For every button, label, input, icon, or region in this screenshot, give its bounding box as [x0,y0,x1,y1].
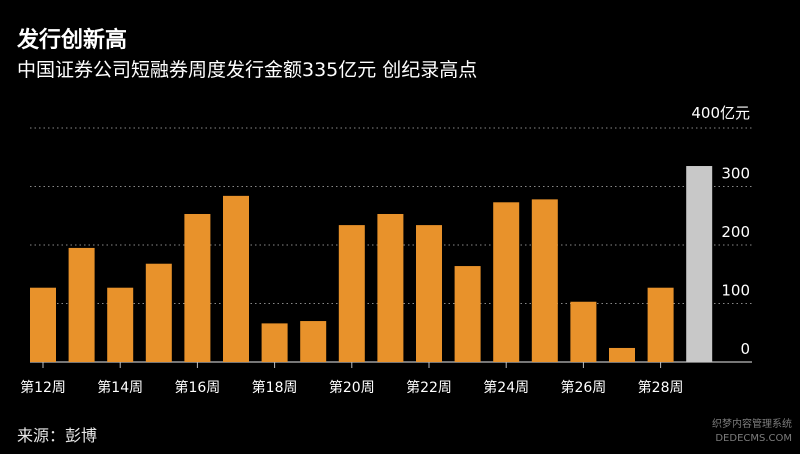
watermark-line-2: DEDECMS.COM [715,433,792,444]
x-tick-label: 第16周 [174,379,220,396]
bar [184,213,211,362]
bar [647,287,674,362]
bar [223,195,249,362]
bar [300,321,327,362]
y-tick-label: 300 [721,165,750,183]
x-tick-label: 第26周 [560,379,606,396]
chart-subtitle: 中国证券公司短融券周度发行金额335亿元 创纪录高点 [17,59,478,81]
x-tick-label: 第28周 [638,379,684,396]
x-tick-label: 第20周 [329,379,375,396]
y-tick-label: 200 [721,223,750,241]
bar [68,247,95,362]
y-tick-label: 0 [740,340,750,358]
bar-highlight [686,166,713,362]
watermark-line-1: 织梦内容管理系统 [712,419,792,430]
bar [454,266,481,362]
bar [570,301,597,362]
x-tick-label: 第22周 [406,379,452,396]
bar [609,347,635,362]
bar [377,213,404,362]
bars [30,166,713,362]
bar [107,287,134,362]
watermark: 织梦内容管理系统 DEDECMS.COM [688,418,792,448]
y-axis-ticks: 0 100 200 300 400亿元 [691,104,750,358]
x-tick-label: 第12周 [20,379,66,396]
bar [493,202,520,362]
bar [416,225,442,362]
x-axis-ticks: 第12周 第14周 第16周 第18周 第20周 第22周 第24周 第26周 第28周 [20,362,684,396]
source-note: 来源：彭博 [17,426,98,445]
bar [145,263,172,362]
x-tick-label: 第24周 [483,379,529,396]
bar [261,323,288,362]
x-tick-label: 第14周 [97,379,143,396]
bar [531,199,558,362]
y-tick-label: 100 [721,282,750,300]
bar [338,225,365,362]
chart-title: 发行创新高 [17,28,128,53]
x-tick-label: 第18周 [252,379,298,396]
bar [30,287,56,362]
y-tick-label: 400亿元 [691,104,750,122]
